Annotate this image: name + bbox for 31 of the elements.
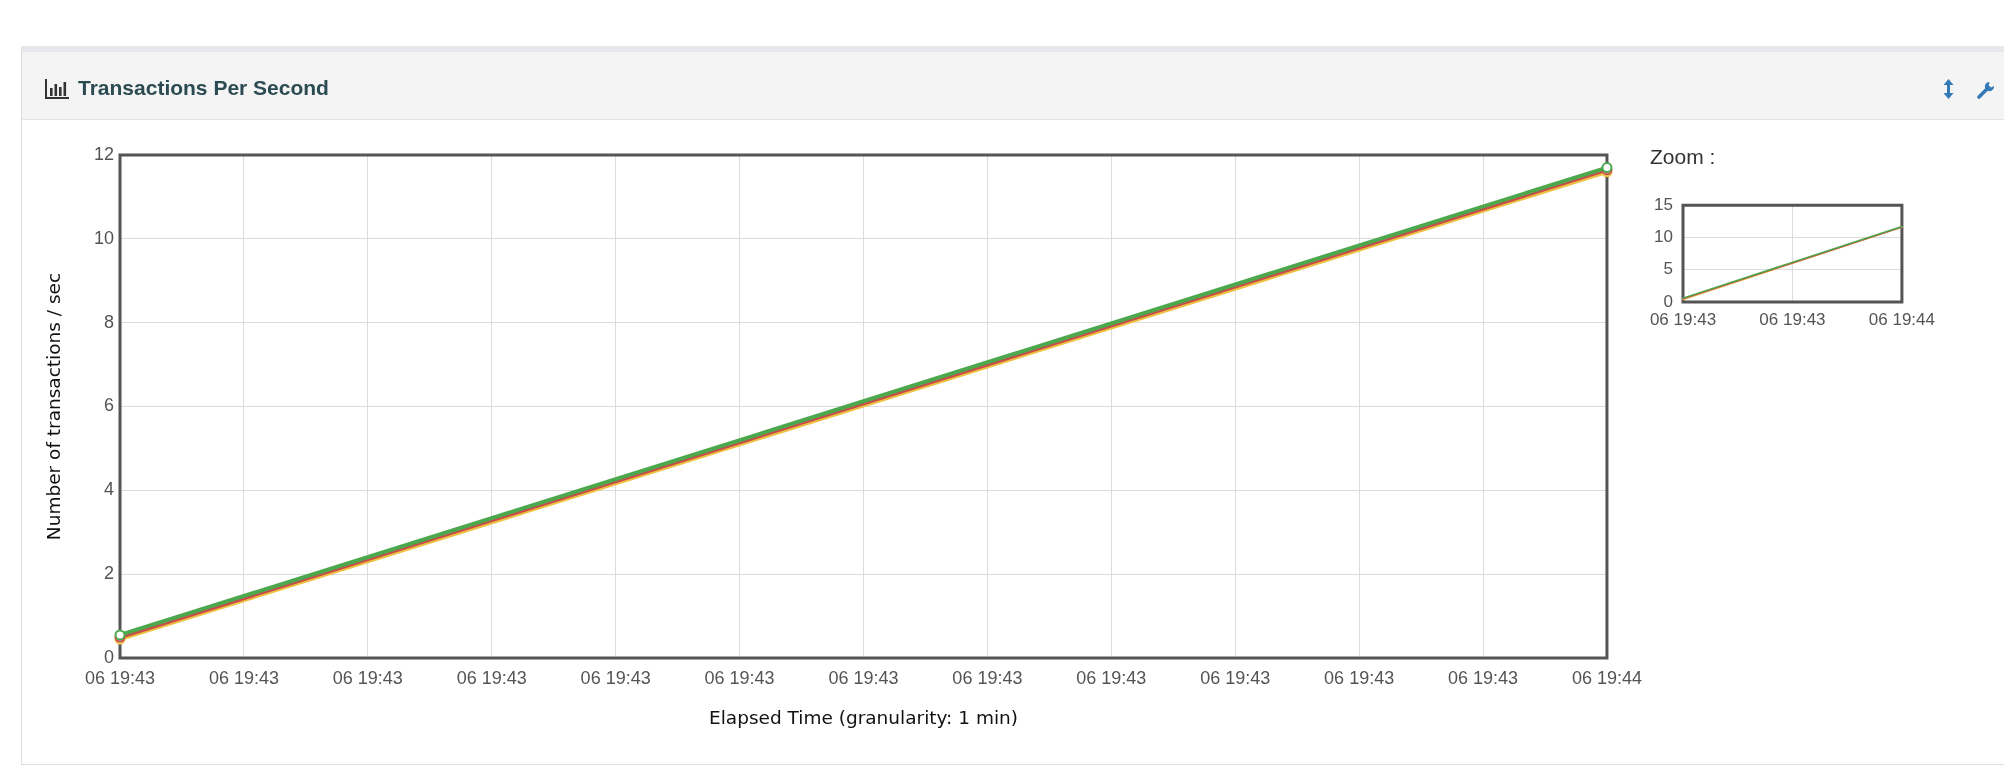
y-tick-label: 15 [1654, 194, 1673, 214]
x-tick-label: 06 19:43 [208, 667, 279, 688]
x-tick-label: 06 19:43 [1448, 667, 1519, 688]
x-tick-label: 06 19:44 [1868, 309, 1936, 329]
y-tick-label: 8 [103, 311, 114, 332]
y-tick-label: 5 [1663, 259, 1673, 279]
x-tick-label: 06 19:43 [1076, 667, 1147, 688]
x-tick-label: 06 19:43 [828, 667, 899, 688]
x-tick-label: 06 19:43 [704, 667, 775, 688]
y-tick-label: 0 [1663, 291, 1673, 311]
y-tick-label: 6 [103, 395, 114, 416]
x-tick-label: 06 19:43 [332, 667, 403, 688]
chart-title: Zoom : [1650, 145, 1716, 169]
x-tick-label: 06 19:43 [1200, 667, 1271, 688]
x-tick-label: 06 19:43 [84, 667, 156, 688]
y-tick-label: 0 [103, 646, 114, 667]
y-tick-label: 10 [93, 227, 114, 248]
x-tick-label: 06 19:43 [580, 667, 651, 688]
x-tick-label: 06 19:43 [952, 667, 1023, 688]
y-tick-label: 12 [93, 143, 114, 164]
x-axis-title: Elapsed Time (granularity: 1 min) [708, 706, 1018, 728]
y-tick-label: 10 [1654, 227, 1673, 247]
x-tick-label: 06 19:43 [456, 667, 527, 688]
chart-title: Transactions Per Second [78, 75, 329, 101]
y-tick-label: 4 [103, 479, 114, 500]
x-tick-label: 06 19:43 [1759, 309, 1826, 329]
x-tick-label: 06 19:43 [1324, 667, 1395, 688]
y-tick-label: 2 [103, 563, 114, 584]
x-tick-label: 06 19:43 [1649, 309, 1717, 329]
y-axis-title: Number of transactions / sec [42, 272, 64, 541]
x-tick-label: 06 19:44 [1571, 667, 1643, 688]
